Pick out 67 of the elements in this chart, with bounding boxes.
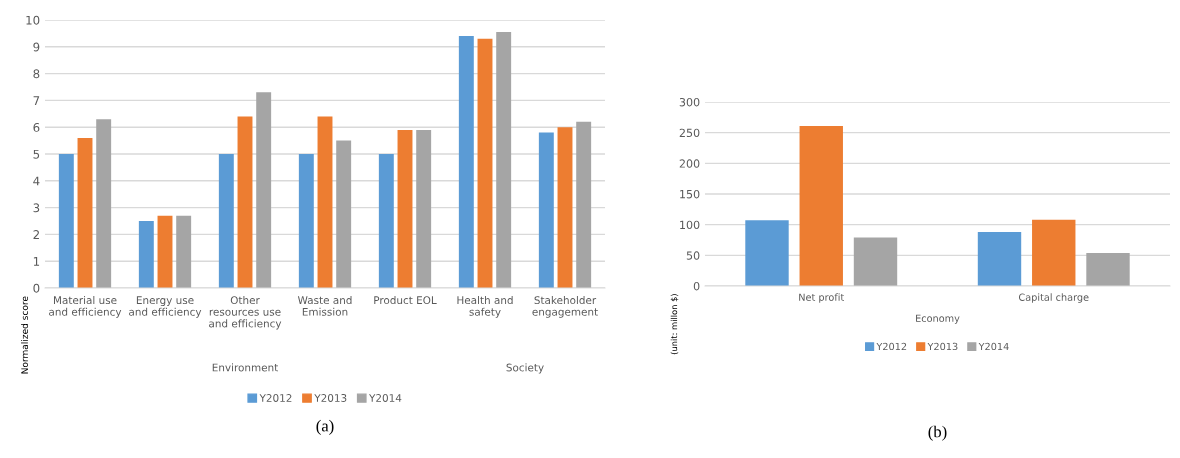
bar [96, 119, 112, 288]
bar [58, 154, 74, 288]
y-tick-label: 2 [33, 230, 39, 239]
x-tick-label: Other resources use and efficiency [209, 296, 282, 330]
bar [496, 32, 512, 288]
bar [237, 116, 253, 288]
bar [458, 36, 474, 288]
legend-label: Y2013 [314, 394, 347, 402]
text: Environment [212, 363, 278, 372]
bar [1032, 219, 1076, 286]
y-tick-label: 10 [26, 15, 40, 25]
bar [977, 232, 1022, 286]
x-tick-label: Health and safety [457, 296, 513, 318]
legend-label: Y2014 [978, 342, 1009, 351]
bar [557, 127, 573, 288]
y-tick-label: 250 [679, 128, 700, 138]
y-tick-label: 300 [679, 97, 700, 107]
x-tick-label: Waste and Emission [297, 296, 352, 316]
bar [1086, 252, 1130, 286]
y-tick-label: 5 [33, 149, 40, 159]
bar [298, 154, 314, 288]
text: (b) [928, 425, 947, 441]
y-tick-label: 0 [693, 281, 700, 291]
y-tick-label: 150 [680, 189, 700, 199]
bar [745, 220, 789, 286]
bar [799, 125, 843, 286]
y-tick-label: 8 [33, 69, 40, 79]
bar [218, 154, 234, 288]
x-tick-label: Energy use and efficiency [129, 296, 202, 318]
y-axis-title: (unit: millon $) [670, 294, 679, 355]
y-tick-label: 50 [686, 251, 700, 260]
bar [477, 38, 493, 288]
text: Economy [916, 314, 960, 324]
x-tick-label: Net profit [799, 293, 845, 303]
x-tick-label: Capital charge [1018, 293, 1089, 303]
legend-label: Y2012 [876, 342, 907, 351]
bar [317, 116, 333, 288]
bar [176, 215, 192, 288]
y-axis-title: Normalized score [21, 296, 29, 374]
bar [416, 129, 432, 288]
bar [853, 237, 898, 286]
bar [576, 121, 592, 288]
y-tick-label: 9 [33, 42, 40, 52]
bar [77, 137, 93, 288]
y-tick-label: 200 [679, 159, 700, 168]
legend-label: Y2014 [369, 394, 402, 402]
legend-label: Y2013 [927, 342, 958, 351]
y-tick-label: 0 [33, 283, 40, 293]
x-tick-label: Stakeholder engagement [532, 296, 598, 318]
legend-label: Y2012 [259, 394, 292, 402]
bar [397, 129, 413, 288]
y-tick-label: 3 [33, 203, 40, 213]
y-tick-label: 7 [33, 96, 40, 105]
x-tick-label: Product EOL [374, 296, 437, 305]
y-tick-label: 6 [33, 122, 40, 132]
y-tick-label: 1 [33, 257, 40, 266]
text: (a) [316, 419, 334, 435]
bar [336, 140, 352, 288]
bar [538, 132, 554, 288]
x-tick-label: Material use and efficiency [49, 296, 122, 318]
y-tick-label: 100 [680, 220, 700, 230]
bar [256, 92, 272, 288]
bar [157, 215, 173, 288]
y-tick-label: 4 [33, 176, 40, 186]
bar [378, 154, 394, 288]
bar [138, 221, 154, 288]
text: Society [506, 363, 544, 374]
